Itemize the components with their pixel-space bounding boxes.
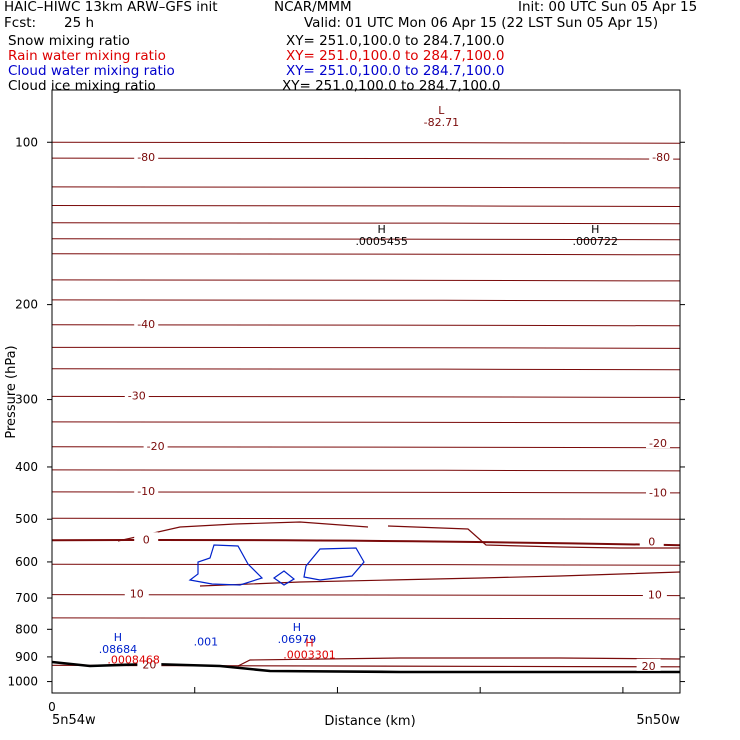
extremum-value: .06979 <box>278 633 317 646</box>
extremum-marker: L <box>438 104 445 117</box>
field-xy-cloud-water: XY= 251.0,100.0 to 284.7,100.0 <box>286 63 505 79</box>
plot-frame <box>51 89 681 694</box>
isotherm-line <box>51 469 681 472</box>
label-backdrop <box>646 485 671 498</box>
forecast-label: Fcst: <box>4 15 37 31</box>
field-xy-snow: XY= 251.0,100.0 to 284.7,100.0 <box>286 33 505 49</box>
isotherm-line <box>51 517 681 520</box>
y-tick-label: 600 <box>15 555 38 569</box>
organization-label: NCAR/MMM <box>274 0 352 15</box>
label-backdrop <box>124 586 149 599</box>
isotherm-line <box>51 204 681 208</box>
isotherm-label: 20 <box>142 658 156 671</box>
isotherm-label: -80 <box>652 151 670 164</box>
isotherm-label: -20 <box>147 440 165 453</box>
extremum-marker: H <box>305 636 313 649</box>
isotherm-label: -80 <box>137 151 155 164</box>
cloud-water-contour <box>303 547 365 581</box>
isotherm-line <box>51 238 681 241</box>
label-backdrop <box>134 150 159 163</box>
cloud-water-contour <box>188 544 264 586</box>
isotherm-label: 10 <box>130 588 144 601</box>
extremum-marker: H <box>114 631 122 644</box>
isotherm-label: -10 <box>649 487 667 500</box>
isotherm-line <box>199 571 681 587</box>
isotherm-line <box>51 299 681 302</box>
x-tick-zero: 0 <box>48 700 56 714</box>
isotherm-line <box>51 279 681 282</box>
y-tick-label: 900 <box>15 650 38 664</box>
isotherm-line <box>51 421 681 424</box>
isotherm-line <box>51 141 681 144</box>
isotherm-line <box>51 221 681 225</box>
extremum-value: .001 <box>194 636 219 649</box>
extremum-value: .000722 <box>572 235 618 248</box>
label-backdrop <box>124 388 149 401</box>
label-backdrop <box>143 438 168 451</box>
label-backdrop <box>134 483 159 496</box>
label-backdrop <box>137 657 162 670</box>
isotherm-label: 0 <box>648 535 655 548</box>
isotherm-label: -30 <box>128 389 146 402</box>
label-backdrop <box>639 534 664 547</box>
isotherm-line <box>51 186 681 189</box>
isotherm-line <box>51 253 681 256</box>
label-backdrop <box>134 316 159 329</box>
model-title: HAIC–HIWC 13km ARW–GFS init <box>4 0 218 15</box>
isotherm-label: -40 <box>137 318 155 331</box>
isotherm-label: 0 <box>143 533 150 546</box>
isotherm-line <box>51 367 681 371</box>
isotherm-line <box>237 657 681 667</box>
y-tick-label: 500 <box>15 512 38 526</box>
y-tick-label: 100 <box>15 135 38 149</box>
y-tick-label: 400 <box>15 460 38 474</box>
isotherm-label: 10 <box>648 588 662 601</box>
extremum-value: -82.71 <box>424 116 459 129</box>
x-axis-title: Distance (km) <box>324 714 415 729</box>
field-name-rain: Rain water mixing ratio <box>8 48 166 64</box>
extremum-value: .08684 <box>99 643 138 656</box>
forecast-hours: 25 h <box>64 15 95 31</box>
extremum-value: .0003301 <box>283 648 336 661</box>
field-name-snow: Snow mixing ratio <box>8 33 130 49</box>
x-left-location: 5n54w <box>52 713 96 728</box>
label-backdrop <box>649 150 674 163</box>
x-right-location: 5n50w <box>636 713 680 728</box>
isotherm-label: -20 <box>649 437 667 450</box>
valid-time: Valid: 01 UTC Mon 06 Apr 15 (22 LST Sun … <box>304 15 659 31</box>
y-tick-label: 1000 <box>7 675 38 689</box>
y-tick-label: 800 <box>15 622 38 636</box>
label-backdrop <box>636 658 661 671</box>
y-tick-label: 700 <box>15 591 38 605</box>
isotherm-line <box>117 521 680 549</box>
isotherm-line <box>51 563 681 566</box>
label-backdrop <box>642 587 667 600</box>
extremum-value: .0005455 <box>355 235 408 248</box>
label-backdrop <box>646 436 671 449</box>
isotherm-line <box>51 446 681 449</box>
field-xy-rain: XY= 251.0,100.0 to 284.7,100.0 <box>286 48 505 64</box>
extremum-marker: H <box>591 223 599 236</box>
y-axis-title: Pressure (hPa) <box>4 345 19 438</box>
field-name-cloud-water: Cloud water mixing ratio <box>8 63 175 79</box>
isotherm-label: 20 <box>642 660 656 673</box>
isotherm-line <box>51 617 681 620</box>
surface-pressure-line <box>51 660 680 674</box>
extremum-marker: H <box>378 223 386 236</box>
extremum-marker: H <box>293 621 301 634</box>
init-time: Init: 00 UTC Sun 05 Apr 15 <box>518 0 698 15</box>
isotherm-line <box>51 346 681 349</box>
label-backdrop <box>134 532 159 545</box>
y-tick-label: 200 <box>15 298 38 312</box>
cloud-water-contour <box>272 570 296 586</box>
extremum-value: .0008468 <box>107 653 160 666</box>
isotherm-label: -10 <box>137 485 155 498</box>
y-tick-label: 300 <box>15 393 38 407</box>
